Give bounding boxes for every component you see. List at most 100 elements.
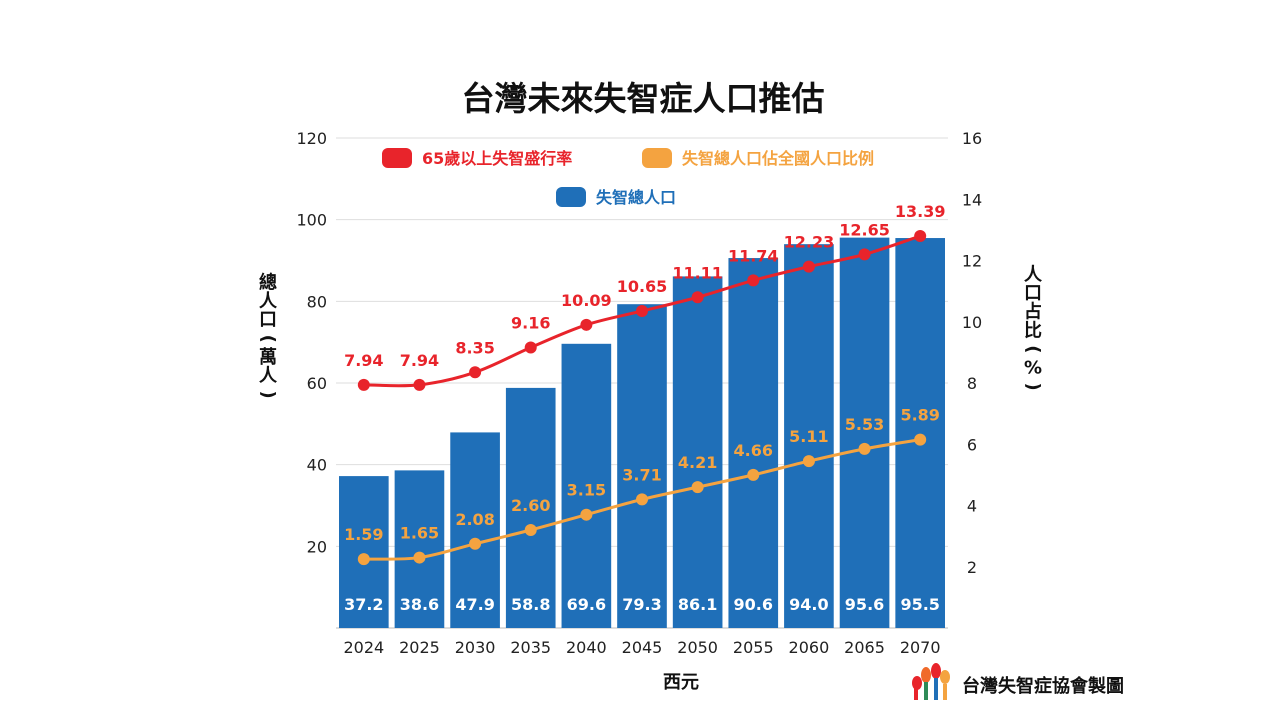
point-value-label: 12.23: [784, 233, 835, 252]
bar-value-label: 95.5: [900, 595, 939, 614]
bar: [339, 476, 389, 628]
y2-tick-label: 2: [967, 558, 977, 577]
x-tick-label: 2055: [733, 638, 774, 657]
bar-value-label: 94.0: [789, 595, 828, 614]
y-tick-label: 80: [307, 292, 327, 311]
series-point: [357, 553, 370, 566]
bars-layer: 37.2 38.6 47.9 58.8 69.6 79.3 86.1 90.6 94.0 95.6…: [339, 237, 945, 628]
series-point: [802, 455, 815, 468]
bar-value-label: 95.6: [845, 595, 884, 614]
point-value-label: 10.09: [561, 291, 612, 310]
x-tick-label: 2060: [789, 638, 830, 657]
series-point: [357, 378, 370, 391]
point-value-label: 11.74: [728, 246, 779, 265]
y2-tick-label: 10: [962, 313, 982, 332]
series-point: [636, 305, 648, 318]
point-value-label: 13.39: [895, 202, 946, 221]
legend-label: 失智總人口: [596, 188, 676, 207]
point-value-label: 5.89: [900, 406, 939, 425]
bar: [505, 387, 556, 628]
x-tick-label: 2025: [399, 638, 440, 657]
y-tick-label: 20: [307, 537, 327, 556]
legend-swatch: [642, 148, 672, 168]
x-tick-label: 2050: [677, 638, 718, 657]
bar: [895, 238, 945, 628]
y2-axis-title-char: (: [1023, 345, 1044, 353]
y-axis-title-char: 口: [259, 310, 277, 331]
x-tick-label: 2065: [844, 638, 885, 657]
bar: [617, 304, 667, 628]
y-axis-title-char: 萬: [259, 347, 277, 368]
x-tick-label: 2024: [343, 638, 384, 657]
point-value-label: 4.66: [734, 441, 773, 460]
y-tick-label: 40: [307, 456, 327, 475]
series-point: [469, 537, 482, 550]
bar-value-label: 79.3: [622, 595, 661, 614]
x-tick-label: 2040: [566, 638, 607, 657]
point-value-label: 5.11: [789, 427, 828, 446]
x-tick-label: 2045: [622, 638, 663, 657]
bar: [561, 343, 612, 628]
y-axis-title-char: ): [258, 390, 279, 398]
legend-label: 65歲以上失智盛行率: [422, 149, 572, 168]
point-value-label: 11.11: [672, 263, 723, 282]
y2-tick-label: 12: [962, 252, 982, 271]
series-point: [580, 318, 593, 331]
bar-value-label: 47.9: [455, 595, 494, 614]
legend-swatch: [556, 187, 586, 207]
bar-value-label: 37.2: [344, 595, 383, 614]
series-point: [413, 378, 426, 391]
point-value-label: 8.35: [455, 338, 494, 357]
legend-swatch: [382, 148, 412, 168]
series-point: [691, 481, 704, 494]
point-value-label: 10.65: [617, 277, 668, 296]
y2-tick-label: 14: [962, 190, 982, 209]
y2-tick-label: 6: [967, 435, 977, 454]
series-point: [914, 230, 927, 242]
y-axis-title-char: 人: [259, 366, 278, 387]
series-point: [858, 248, 871, 261]
point-value-label: 12.65: [839, 220, 890, 239]
point-value-label: 2.08: [455, 510, 494, 529]
y2-tick-label: 8: [967, 374, 977, 393]
bar-value-label: 58.8: [511, 595, 550, 614]
bar-value-label: 38.6: [400, 595, 439, 614]
series-point: [580, 508, 593, 521]
x-tick-label: 2030: [455, 638, 496, 657]
y-axis-title-char: 人: [259, 291, 278, 312]
y-tick-label: 120: [296, 129, 327, 148]
y2-axis-title-char: 人: [1024, 265, 1043, 286]
series-point: [802, 260, 815, 273]
y2-tick-label: 4: [967, 497, 977, 516]
x-tick-label: 2035: [510, 638, 551, 657]
series-point: [914, 433, 927, 446]
series-point: [413, 551, 426, 564]
credit: 台灣失智症協會製圖: [912, 663, 1124, 700]
point-value-label: 4.21: [678, 453, 717, 472]
bar: [728, 258, 779, 628]
x-tick-label: 2070: [900, 638, 941, 657]
y2-axis-title-char: 占: [1024, 301, 1042, 323]
point-value-label: 2.60: [511, 496, 550, 515]
series-point: [524, 524, 537, 536]
point-value-label: 3.15: [567, 481, 606, 500]
y2-tick-label: 16: [962, 129, 982, 148]
point-value-label: 1.65: [400, 524, 439, 543]
series-point: [747, 468, 760, 481]
point-value-label: 5.53: [845, 415, 884, 434]
bar-value-label: 90.6: [734, 595, 773, 614]
series-point: [636, 493, 648, 506]
point-value-label: 3.71: [622, 465, 661, 484]
y-tick-label: 100: [296, 211, 327, 230]
bar-value-label: 86.1: [678, 595, 717, 614]
series-point: [524, 341, 537, 354]
chart-title: 台灣未來失智症人口推估: [462, 79, 825, 118]
y2-axis-title-char: %: [1024, 358, 1042, 379]
y2-axis-title-char: ): [1023, 382, 1044, 390]
point-value-label: 7.94: [400, 351, 439, 370]
